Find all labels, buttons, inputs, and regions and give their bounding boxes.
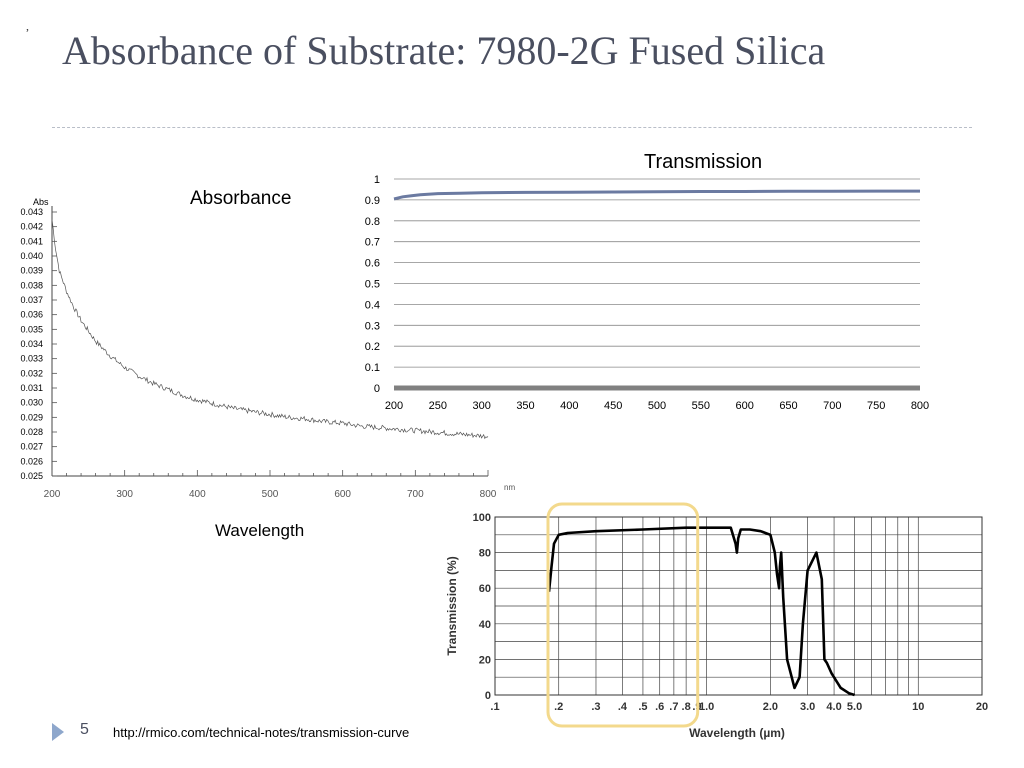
x-tick-label: 250 <box>429 400 447 412</box>
y-tick-label: 0 <box>485 690 491 702</box>
x-tick-label: 300 <box>116 489 133 500</box>
y-tick-label: 0.025 <box>20 471 43 481</box>
y-tick-label: 0.042 <box>20 222 43 232</box>
x-tick-label: 2.0 <box>763 701 778 713</box>
y-axis-label: Transmission (%) <box>445 556 459 655</box>
absorbance-series-line <box>51 219 489 440</box>
y-tick-label: 40 <box>479 619 491 631</box>
y-tick-label: 0.028 <box>20 427 43 437</box>
x-tick-label: 500 <box>262 489 279 500</box>
y-tick-label: 0.027 <box>20 442 43 452</box>
x-tick-label: 550 <box>692 400 710 412</box>
x-tick-label: .8 <box>682 701 691 713</box>
absorbance-heading: Absorbance <box>190 188 292 209</box>
x-tick-label: 300 <box>472 400 490 412</box>
x-tick-label: 400 <box>189 489 206 500</box>
y-tick-label: 0.032 <box>20 368 43 378</box>
x-tick-label: .2 <box>554 701 563 713</box>
y-tick-label: 0.033 <box>20 354 43 364</box>
x-tick-label: 20 <box>976 701 988 713</box>
x-tick-label: 600 <box>735 400 753 412</box>
slide-title: Absorbance of Substrate: 7980-2G Fused S… <box>62 28 826 73</box>
y-tick-label: 0.035 <box>20 324 43 334</box>
y-tick-label: 80 <box>479 548 491 560</box>
x-tick-label: 200 <box>44 489 61 500</box>
wavelength-label: Wavelength <box>215 521 305 540</box>
y-tick-label: 0.2 <box>365 341 380 353</box>
x-tick-label: 400 <box>560 400 578 412</box>
y-tick-label: 0.1 <box>365 362 380 374</box>
y-tick-label: 0.029 <box>20 412 43 422</box>
y-tick-label: 60 <box>479 583 491 595</box>
y-tick-label: 0.7 <box>365 237 380 249</box>
slide-mark: , <box>26 19 29 33</box>
y-tick-label: 0.6 <box>365 258 380 270</box>
x-tick-label: .5 <box>638 701 647 713</box>
y-tick-label: 0.040 <box>20 251 43 261</box>
x-tick-label: 200 <box>385 400 403 412</box>
x-unit-label: nm <box>504 483 515 492</box>
x-tick-label: 450 <box>604 400 622 412</box>
x-tick-label: 700 <box>823 400 841 412</box>
x-tick-label: 600 <box>334 489 351 500</box>
y-tick-label: 100 <box>473 512 491 524</box>
x-tick-label: .3 <box>591 701 600 713</box>
x-tick-label: .1 <box>490 701 499 713</box>
y-axis-label: Abs <box>33 197 49 207</box>
y-tick-label: 0.5 <box>365 279 380 291</box>
highlight-box <box>546 502 700 728</box>
x-tick-label: 500 <box>648 400 666 412</box>
transmission-title: Transmission <box>644 151 763 173</box>
y-tick-label: 0.4 <box>365 299 380 311</box>
y-tick-label: 0 <box>374 383 380 395</box>
footer-bullet-icon <box>52 723 64 741</box>
x-tick-label: .4 <box>618 701 628 713</box>
y-tick-label: 0.026 <box>20 456 43 466</box>
x-tick-label: 650 <box>779 400 797 412</box>
y-tick-label: 0.036 <box>20 310 43 320</box>
y-tick-label: 0.038 <box>20 280 43 290</box>
x-tick-label: 3.0 <box>800 701 815 713</box>
x-tick-label: 700 <box>407 489 424 500</box>
y-tick-label: 0.8 <box>365 216 380 228</box>
y-tick-label: 0.043 <box>20 207 43 217</box>
y-tick-label: 1 <box>374 174 380 186</box>
x-tick-label: 5.0 <box>847 701 862 713</box>
y-tick-label: 0.039 <box>20 266 43 276</box>
y-tick-label: 0.031 <box>20 383 43 393</box>
title-divider <box>52 127 972 128</box>
x-axis-label: Wavelength (µm) <box>689 726 785 740</box>
plot-frame <box>494 516 983 696</box>
y-tick-label: 0.034 <box>20 339 43 349</box>
x-tick-label: 800 <box>480 489 497 500</box>
x-tick-label: 1.0 <box>699 701 714 713</box>
x-tick-label: .6 <box>655 701 664 713</box>
y-tick-label: 0.037 <box>20 295 43 305</box>
x-tick-label: 800 <box>911 400 929 412</box>
y-tick-label: 0.3 <box>365 320 380 332</box>
y-tick-label: 20 <box>479 654 491 666</box>
x-tick-label: 4.0 <box>826 701 841 713</box>
x-tick-label: .7 <box>669 701 678 713</box>
transmission-curve-line <box>547 526 855 697</box>
y-tick-label: 0.030 <box>20 398 43 408</box>
y-tick-label: 0.9 <box>365 195 380 207</box>
x-tick-label: 750 <box>867 400 885 412</box>
transmission-chart: 0 0.1 0.2 0.3 0.4 0.5 0.6 0.7 0.8 0.9 1 200 250 300 35… <box>365 174 929 412</box>
absorbance-chart: Abs 0.025 0.026 0.027 0.028 0.029 0.030 0.031 0.… <box>20 197 515 500</box>
y-tick-label: 0.041 <box>20 236 43 246</box>
page-number: 5 <box>80 721 89 738</box>
source-link[interactable]: http://rmico.com/technical-notes/transmi… <box>113 725 410 740</box>
x-tick-label: 10 <box>912 701 924 713</box>
transmission-series-line <box>393 189 920 201</box>
x-tick-label: 350 <box>516 400 534 412</box>
